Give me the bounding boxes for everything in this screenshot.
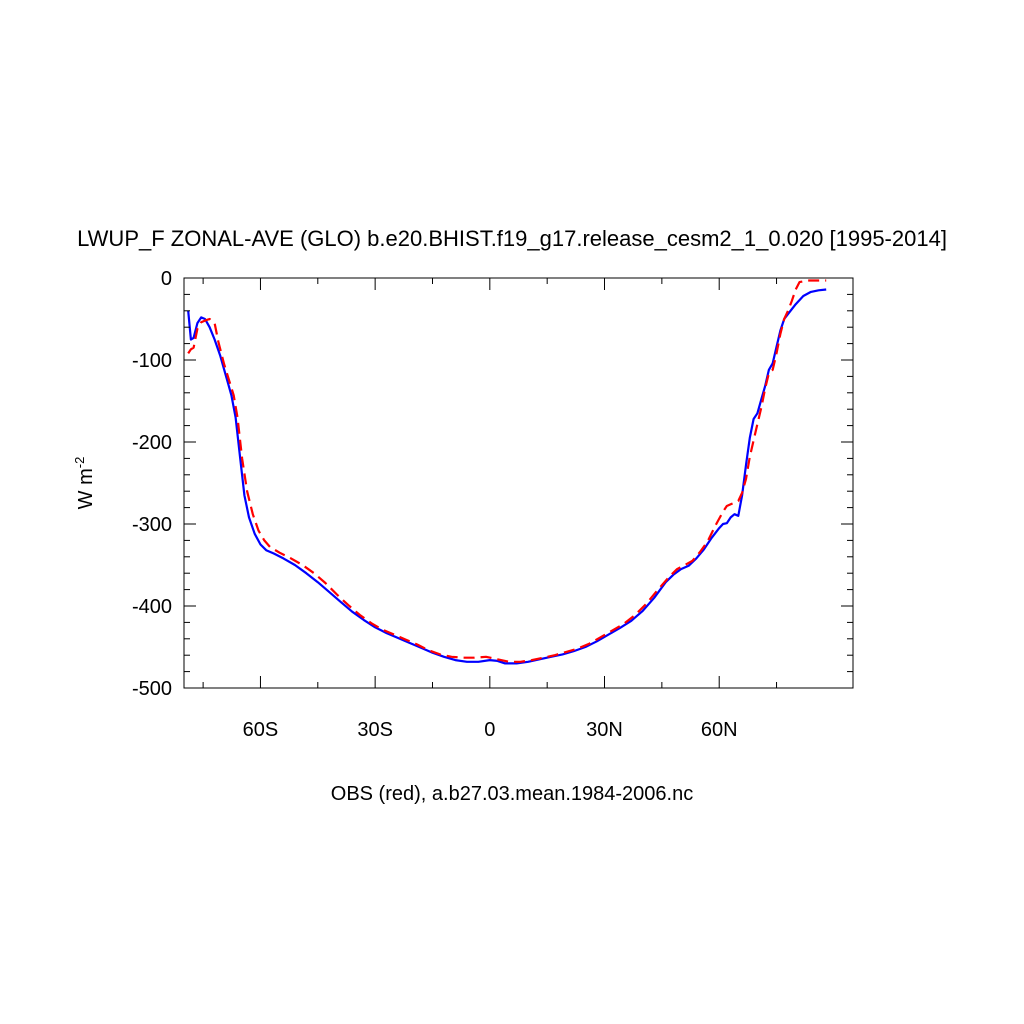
y-axis-label-superscript: -2 <box>72 457 87 469</box>
x-axis-caption: OBS (red), a.b27.03.mean.1984-2006.nc <box>331 783 693 805</box>
plot-frame <box>183 277 854 689</box>
y-tick-label: -400 <box>132 596 172 618</box>
x-tick-label: 60S <box>243 719 279 741</box>
y-tick-label: -500 <box>132 678 172 700</box>
y-tick-label: -100 <box>132 350 172 372</box>
x-tick-label: 60N <box>701 719 738 741</box>
y-axis-label-main: W m <box>75 468 97 509</box>
chart-title: LWUP_F ZONAL-AVE (GLO) b.e20.BHIST.f19_g… <box>77 226 947 251</box>
y-tick-label: 0 <box>161 268 172 290</box>
x-tick-label: 30N <box>586 719 623 741</box>
obs-series-line <box>187 279 827 663</box>
x-tick-label: 0 <box>484 719 495 741</box>
y-tick-label: -300 <box>132 514 172 536</box>
y-axis-label: W m-2 <box>72 457 97 510</box>
model-series-line <box>187 288 827 665</box>
y-tick-label: -200 <box>132 432 172 454</box>
x-tick-label: 30S <box>357 719 393 741</box>
